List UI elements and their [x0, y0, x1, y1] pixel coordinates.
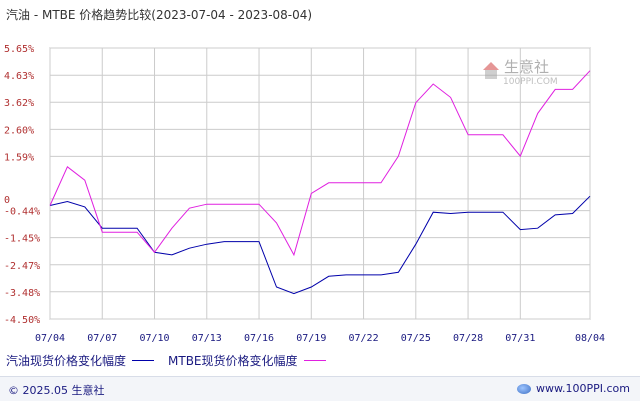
grid-lines — [49, 47, 591, 320]
y-tick-label: 5.65% — [4, 44, 34, 55]
legend-swatch-mtbe — [303, 360, 326, 361]
chart-title: 汽油 - MTBE 价格趋势比较(2023-07-04 - 2023-08-04… — [6, 8, 313, 22]
y-tick-label: -3.48% — [4, 288, 40, 299]
y-tick-label: 3.62% — [4, 98, 34, 109]
legend-swatch-gasoline — [132, 360, 155, 361]
footer-link[interactable]: www.100PPI.com — [517, 382, 630, 395]
series-line-mtbe — [49, 70, 591, 257]
series-lines — [49, 70, 591, 295]
x-tick-label: 07/28 — [453, 333, 483, 344]
x-tick-label: 07/31 — [505, 333, 535, 344]
y-axis-ticks: 5.65% 4.63% 3.62% 2.60% 1.59% 0-0.44% -1.45% -2… — [4, 44, 40, 326]
house-logo-icon — [483, 62, 499, 79]
x-tick-label: 07/16 — [244, 333, 274, 344]
x-tick-label: 07/19 — [296, 333, 326, 344]
watermark-logo-text: 生意社 — [504, 58, 549, 76]
watermark-url-text: 100PPI.COM — [503, 77, 558, 87]
x-tick-label: 07/25 — [401, 333, 431, 344]
watermark: 生意社 100PPI.COM — [483, 58, 558, 87]
legend: 汽油现货价格变化幅度 MTBE现货价格变化幅度 — [6, 352, 340, 369]
y-tick-label: 2.60% — [4, 125, 34, 136]
globe-icon — [517, 383, 532, 394]
y-tick-label: 4.63% — [4, 71, 34, 82]
series-line-gasoline — [49, 195, 591, 295]
x-tick-label: 08/04 — [575, 333, 605, 344]
legend-label-mtbe: MTBE现货价格变化幅度 — [168, 354, 298, 368]
legend-label-gasoline: 汽油现货价格变化幅度 — [6, 354, 127, 368]
y-tick-label: 0 — [4, 195, 10, 206]
footer-copyright: © 2025.05 生意社 — [8, 384, 105, 397]
y-tick-label: -1.45% — [4, 234, 40, 245]
y-tick-label: -2.47% — [4, 261, 40, 272]
x-axis-ticks: 07/04 07/07 07/10 07/13 07/16 07/19 07/22 07/25… — [35, 333, 605, 344]
legend-item-gasoline: 汽油现货价格变化幅度 — [6, 352, 155, 369]
x-tick-label: 07/22 — [348, 333, 378, 344]
x-tick-label: 07/07 — [87, 333, 117, 344]
footer-url[interactable]: www.100PPI.com — [536, 382, 630, 395]
y-tick-label: -4.50% — [4, 315, 40, 326]
x-tick-label: 07/10 — [139, 333, 169, 344]
y-tick-label: 1.59% — [4, 152, 34, 163]
x-tick-label: 07/13 — [192, 333, 222, 344]
x-tick-label: 07/04 — [35, 333, 65, 344]
y-tick-label: -0.44% — [4, 207, 40, 218]
plot-frame — [49, 47, 591, 320]
legend-item-mtbe: MTBE现货价格变化幅度 — [168, 352, 326, 369]
footer-bar: © 2025.05 生意社 www.100PPI.com — [0, 376, 640, 401]
